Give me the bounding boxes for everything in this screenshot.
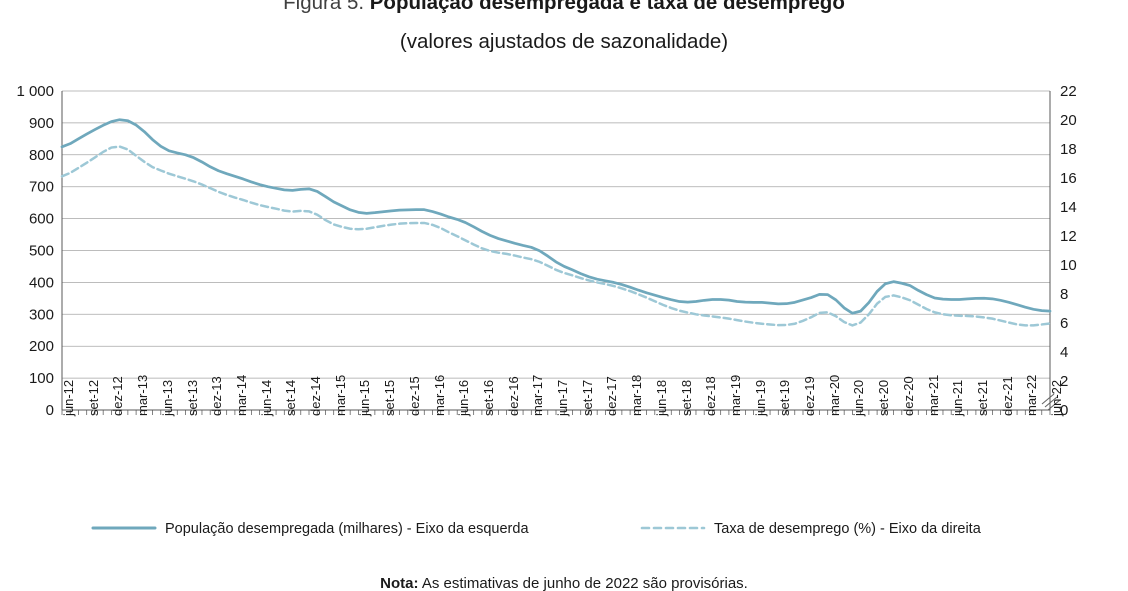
svg-text:22: 22: [1060, 83, 1077, 100]
svg-text:300: 300: [29, 306, 54, 323]
svg-text:500: 500: [29, 243, 54, 260]
svg-text:10: 10: [1060, 257, 1077, 274]
svg-text:8: 8: [1060, 286, 1068, 303]
svg-text:100: 100: [29, 370, 54, 387]
svg-text:4: 4: [1060, 344, 1068, 361]
svg-text:400: 400: [29, 274, 54, 291]
svg-text:20: 20: [1060, 112, 1077, 129]
svg-text:800: 800: [29, 147, 54, 164]
svg-text:700: 700: [29, 179, 54, 196]
svg-text:14: 14: [1060, 199, 1077, 216]
svg-text:12: 12: [1060, 228, 1077, 245]
svg-text:600: 600: [29, 211, 54, 228]
svg-text:6: 6: [1060, 315, 1068, 332]
svg-text:900: 900: [29, 115, 54, 132]
svg-text:16: 16: [1060, 170, 1077, 187]
svg-text:0: 0: [46, 402, 54, 419]
svg-text:1 000: 1 000: [16, 83, 54, 100]
svg-text:18: 18: [1060, 141, 1077, 158]
svg-text:200: 200: [29, 338, 54, 355]
